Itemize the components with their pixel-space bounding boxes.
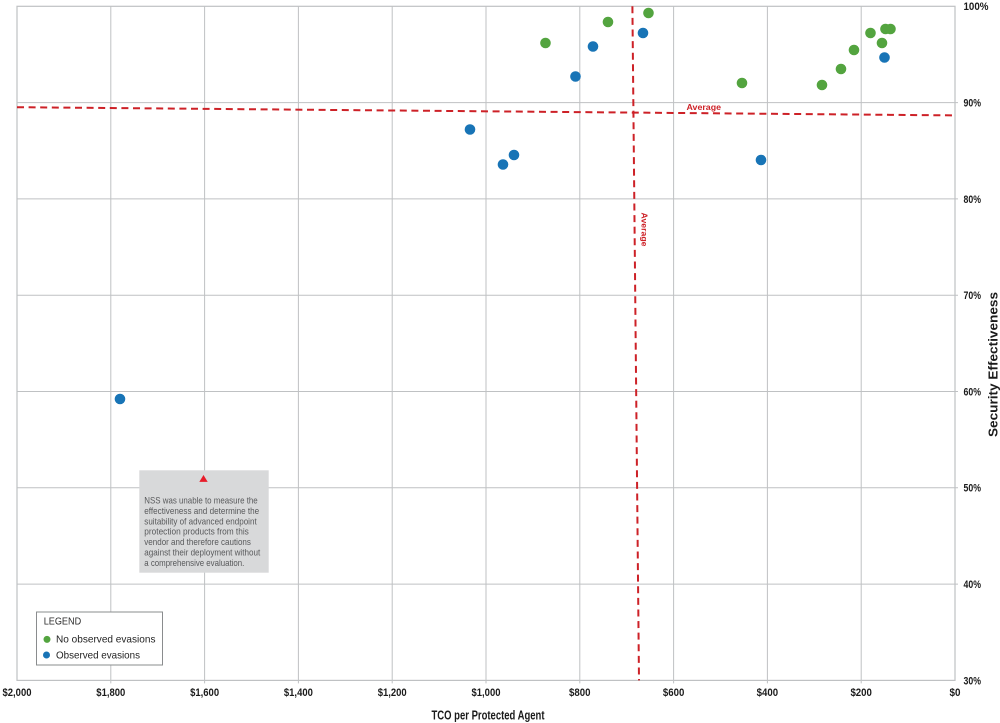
svg-text:No observed evasions: No observed evasions bbox=[56, 634, 156, 646]
svg-text:90%: 90% bbox=[964, 98, 982, 110]
svg-text:$1,400: $1,400 bbox=[284, 687, 313, 699]
svg-text:$1,200: $1,200 bbox=[378, 687, 407, 699]
svg-text:$200: $200 bbox=[850, 687, 872, 699]
svg-text:NSS was unable to measure the: NSS was unable to measure the bbox=[144, 496, 257, 507]
svg-text:$1,800: $1,800 bbox=[96, 687, 125, 699]
svg-text:100%: 100% bbox=[964, 1, 989, 13]
svg-text:Average: Average bbox=[687, 102, 722, 112]
svg-text:$0: $0 bbox=[950, 687, 961, 699]
svg-text:$800: $800 bbox=[569, 687, 591, 699]
svg-text:against their deployment witho: against their deployment without bbox=[144, 548, 260, 559]
svg-text:Observed evasions: Observed evasions bbox=[56, 649, 140, 661]
svg-text:a comprehensive evaluation.: a comprehensive evaluation. bbox=[144, 558, 244, 569]
svg-text:TCO per Protected Agent: TCO per Protected Agent bbox=[432, 708, 545, 723]
svg-text:$1,000: $1,000 bbox=[472, 687, 501, 699]
svg-text:80%: 80% bbox=[964, 194, 982, 206]
svg-text:30%: 30% bbox=[964, 675, 982, 687]
svg-text:$2,000: $2,000 bbox=[3, 687, 32, 699]
svg-text:Average: Average bbox=[639, 213, 649, 247]
svg-text:Security Effectiveness: Security Effectiveness bbox=[985, 292, 1000, 437]
svg-text:60%: 60% bbox=[964, 386, 982, 398]
svg-text:50%: 50% bbox=[964, 483, 982, 495]
svg-text:$400: $400 bbox=[757, 687, 779, 699]
svg-text:$600: $600 bbox=[663, 687, 685, 699]
svg-text:$1,600: $1,600 bbox=[190, 687, 219, 699]
svg-text:effectiveness and determine th: effectiveness and determine the bbox=[144, 506, 259, 517]
svg-text:vendor and therefore cautions: vendor and therefore cautions bbox=[144, 537, 251, 548]
svg-text:LEGEND: LEGEND bbox=[44, 617, 81, 628]
svg-text:40%: 40% bbox=[964, 579, 982, 591]
svg-text:protection products from this: protection products from this bbox=[144, 527, 249, 538]
svg-text:70%: 70% bbox=[964, 290, 982, 302]
svg-text:suitability of advanced endpoi: suitability of advanced endpoint bbox=[144, 516, 257, 527]
